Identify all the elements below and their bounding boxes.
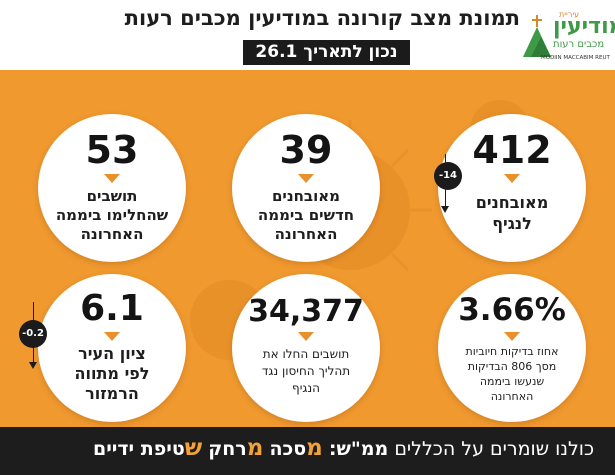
mask-word: סכה: [269, 438, 307, 460]
active-cases-label: מאובחנים לנגיף: [475, 193, 549, 233]
logo-main-text: מודיעין: [553, 14, 615, 39]
logo-top-text: עיריית: [559, 10, 580, 19]
vaccinated-label: תושבים החלו את תהליך החיסון נגד הנגיף: [261, 347, 351, 395]
city-score-label: ציון העיר לפי מתווה הרמזור: [74, 344, 150, 403]
positive-rate-stat-card: 3.66% אחוז בדיקות חיוביות מסך 806 הבדיקו…: [438, 274, 586, 422]
down-arrow-icon: [441, 206, 449, 213]
slogan-prefix: כולנו שומרים על הכללים: [394, 438, 594, 460]
positive-rate-label: אחוז בדיקות חיוביות מסך 806 הבדיקות שנעש…: [465, 345, 559, 403]
logo-emblem-icon: [523, 15, 551, 57]
city-logo: עיריית מודיעין מכבים רעות MODIIN MACCABI…: [519, 5, 615, 65]
pointer-triangle-icon: [298, 174, 314, 183]
pointer-triangle-icon: [504, 174, 520, 183]
logo-english-text: MODIIN MACCABIM REUT: [541, 55, 610, 61]
active-cases-stat-card: 412 מאובחנים לנגיף: [438, 114, 586, 262]
city-score-delta-badge: -0.2: [19, 320, 47, 348]
page-title: תמונת מצב קורונה במודיעין מכבים רעות: [124, 6, 520, 30]
distance-letter: מ: [246, 435, 264, 461]
vaccinated-stat-card: 34,377 תושבים החלו את תהליך החיסון נגד ה…: [232, 274, 380, 422]
recovered-value: 53: [85, 128, 139, 172]
rules-slogan: כולנו שומרים על הכללים ממ"ש: מסכה מרחק ש…: [24, 435, 594, 461]
date-badge: נכון לתאריך 26.1: [243, 40, 410, 65]
pointer-triangle-icon: [104, 174, 120, 183]
handwash-word: טיפת ידיים: [92, 438, 185, 460]
logo-sub-text: מכבים רעות: [553, 39, 605, 50]
new-cases-stat-card: 39 מאובחנים חדשים ביממה האחרונה: [232, 114, 380, 262]
distance-word: רחק: [208, 438, 247, 460]
city-score-stat-card: 6.1 ציון העיר לפי מתווה הרמזור: [38, 274, 186, 422]
header: תמונת מצב קורונה במודיעין מכבים רעות נכו…: [0, 0, 615, 70]
mask-letter: מ: [306, 435, 323, 461]
vaccinated-value: 34,377: [248, 294, 364, 329]
pointer-triangle-icon: [504, 332, 520, 341]
slogan-mem-label: ממ"ש:: [328, 438, 389, 460]
handwash-letter: ש: [184, 435, 203, 461]
stats-panel: 53 תושבים שהחלימו ביממה האחרונה 39 מאובח…: [0, 70, 615, 427]
recovered-label: תושבים שהחלימו ביממה האחרונה: [55, 187, 169, 243]
positive-rate-value: 3.66%: [458, 292, 566, 328]
down-arrow-icon: [29, 362, 37, 369]
active-cases-value: 412: [472, 128, 552, 172]
recovered-stat-card: 53 תושבים שהחלימו ביממה האחרונה: [38, 114, 186, 262]
pointer-triangle-icon: [298, 332, 314, 341]
new-cases-value: 39: [279, 128, 333, 172]
active-cases-delta-badge: -14: [434, 162, 462, 190]
footer-banner: כולנו שומרים על הכללים ממ"ש: מסכה מרחק ש…: [0, 427, 615, 475]
pointer-triangle-icon: [104, 332, 120, 341]
city-score-value: 6.1: [80, 288, 144, 329]
new-cases-label: מאובחנים חדשים ביממה האחרונה: [257, 187, 355, 243]
